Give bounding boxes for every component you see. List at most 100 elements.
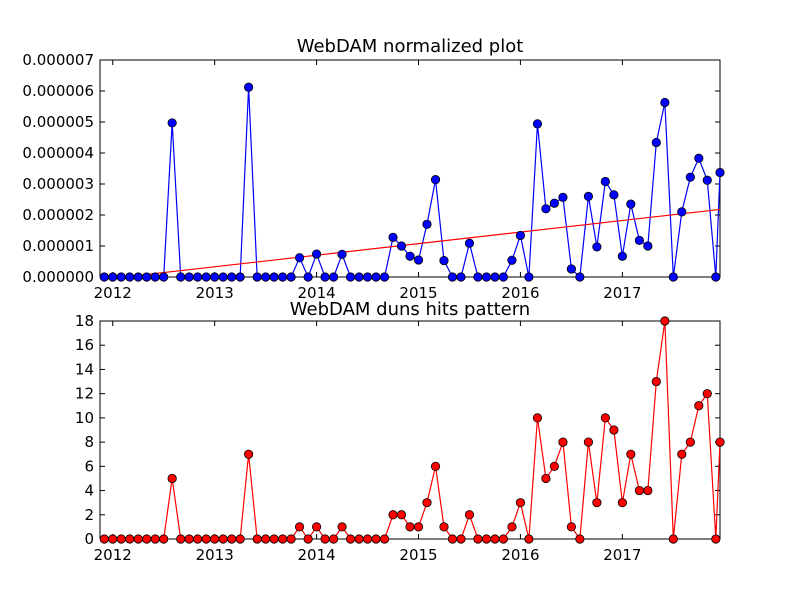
y-tick-label: 8 (84, 433, 94, 451)
data-point (176, 534, 186, 544)
y-tick-label: 0.000006 (22, 82, 94, 100)
y-tick-label: 0.000002 (22, 206, 94, 224)
data-point (286, 534, 296, 544)
axes-frame (99, 320, 721, 540)
data-point (218, 272, 228, 282)
data-point (583, 191, 594, 201)
data-point (422, 498, 432, 508)
y-tick-label: 2 (84, 506, 94, 524)
data-point (507, 522, 517, 532)
data-point (201, 534, 211, 544)
data-point (142, 272, 152, 282)
data-point (125, 534, 135, 544)
x-tick-label: 2016 (501, 546, 539, 564)
data-point (541, 473, 551, 484)
x-tick-label: 2014 (297, 546, 335, 564)
y-tick-label: 0.000003 (22, 175, 94, 193)
data-point (668, 534, 678, 544)
data-point (337, 249, 347, 259)
data-point (362, 272, 373, 282)
data-point (558, 437, 568, 447)
y-tick-label: 0 (84, 530, 94, 548)
data-point (362, 534, 373, 544)
data-point (294, 522, 305, 532)
data-point (677, 449, 687, 459)
data-point (354, 534, 364, 544)
x-tick-label: 2014 (297, 284, 335, 302)
data-point (286, 272, 296, 282)
data-point (447, 534, 458, 544)
data-point (167, 473, 177, 484)
data-point (210, 534, 220, 544)
data-point (626, 199, 636, 209)
data-point (405, 522, 415, 532)
data-point (116, 272, 126, 282)
data-point (413, 522, 424, 532)
data-point (294, 253, 305, 263)
data-point (184, 272, 194, 282)
data-point (498, 272, 509, 282)
x-tick-label: 2015 (399, 546, 437, 564)
data-point (371, 272, 381, 282)
data-point (524, 272, 534, 282)
data-point (660, 316, 670, 326)
data-point (515, 498, 526, 508)
data-point (354, 272, 364, 282)
data-point (549, 461, 559, 471)
data-point (464, 238, 475, 248)
data-point (269, 534, 279, 544)
data-point (329, 272, 339, 282)
data-point (473, 534, 483, 544)
x-tick-label: 2013 (196, 284, 234, 302)
x-tick-label: 2012 (94, 546, 132, 564)
data-point (498, 534, 509, 544)
data-point (711, 534, 721, 544)
data-point (626, 449, 636, 459)
data-point (617, 251, 627, 261)
data-point (108, 272, 118, 282)
data-point (159, 534, 169, 544)
data-point (532, 413, 543, 423)
data-point (422, 219, 432, 229)
data-point (702, 175, 712, 185)
data-point (371, 534, 381, 544)
y-tick-label: 10 (75, 409, 94, 427)
series-group (104, 87, 720, 277)
y-tick-label: 14 (75, 360, 94, 378)
duns-hits-panel: WebDAM duns hits pattern 0 2 4 6 8 10 12 14 16 18 2… (75, 299, 725, 564)
data-point (244, 449, 254, 459)
data-point (379, 534, 390, 544)
data-point (549, 198, 559, 208)
data-point (388, 510, 398, 520)
y-tick-label: 12 (75, 385, 94, 403)
data-point (278, 272, 288, 282)
data-point (507, 255, 517, 265)
data-point (345, 272, 356, 282)
data-point (532, 119, 543, 129)
data-point (566, 522, 577, 532)
data-point (600, 176, 610, 187)
x-tick-label: 2017 (603, 546, 641, 564)
data-point (685, 172, 695, 182)
data-point (261, 534, 271, 544)
x-tick-label: 2013 (196, 546, 234, 564)
data-point (396, 510, 407, 520)
data-point (660, 97, 670, 108)
data-point (244, 82, 254, 92)
data-point (125, 272, 135, 282)
data-point (464, 510, 475, 520)
data-point (439, 255, 449, 266)
data-point (473, 272, 483, 282)
data-point (167, 118, 177, 128)
data-point (643, 241, 653, 251)
data-point (600, 413, 610, 423)
data-point (575, 534, 585, 544)
y-tick-label: 16 (75, 336, 94, 354)
data-point (337, 522, 347, 532)
data-point (379, 272, 390, 282)
data-point (609, 190, 619, 200)
data-point (269, 272, 279, 282)
data-point (634, 485, 644, 496)
data-point (430, 175, 441, 185)
